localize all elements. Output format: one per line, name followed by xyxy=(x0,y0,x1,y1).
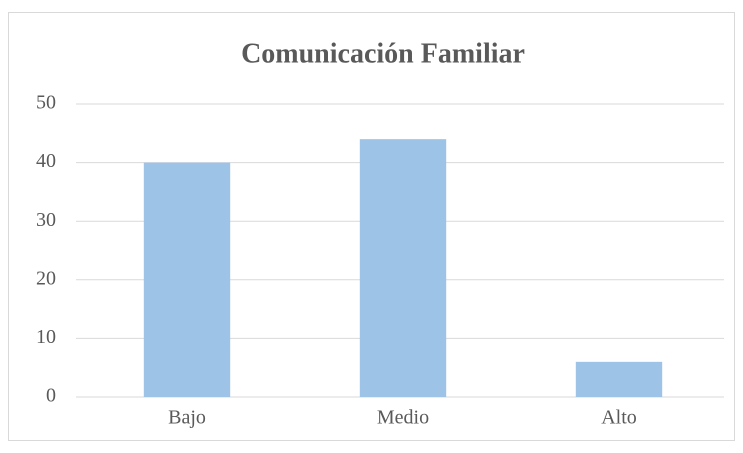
bar xyxy=(359,139,447,397)
bar xyxy=(575,361,663,397)
bar xyxy=(143,162,231,397)
chart-title: Comunicación Familiar xyxy=(241,38,525,69)
x-tick-label: Bajo xyxy=(168,407,206,429)
y-tick-label: 20 xyxy=(36,267,56,289)
y-tick-label: 10 xyxy=(36,326,56,348)
y-tick-label: 50 xyxy=(36,92,56,114)
x-tick-label: Medio xyxy=(377,407,429,429)
x-tick-label: Alto xyxy=(601,407,637,429)
y-tick-label: 40 xyxy=(36,150,56,172)
y-tick-label: 30 xyxy=(36,209,56,231)
y-tick-label: 0 xyxy=(46,385,56,407)
